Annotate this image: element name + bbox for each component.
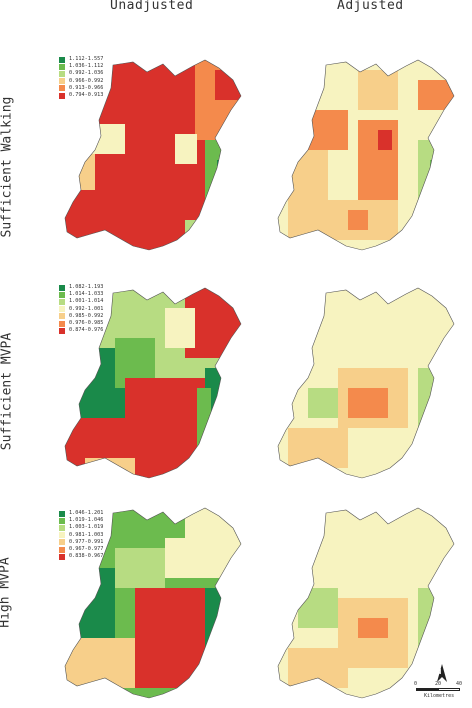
- legend-label: 0.992-1.001: [69, 305, 104, 312]
- legend-label: 0.838-0.967: [69, 553, 104, 560]
- legend-label: 0.976-0.985: [69, 319, 104, 326]
- row-title-sufficient-mvpa: Sufficient MVPA: [0, 332, 15, 451]
- scale-bar-segment: [416, 688, 438, 691]
- map-walking-unadjusted: [64, 59, 242, 251]
- scale-tick-label: 0: [414, 681, 418, 687]
- column-title-unadjusted: Unadjusted: [110, 0, 194, 13]
- map-mvpa-unadjusted: [64, 287, 242, 479]
- map-high-mvpa-unadjusted: [64, 507, 242, 699]
- legend-swatch: [59, 92, 65, 99]
- north-arrow-glyph: [437, 664, 447, 682]
- row-title-high-mvpa: High MVPA: [0, 557, 13, 628]
- legend-walking: 1.112-1.557 1.036-1.112 0.992-1.036 0.96…: [59, 56, 103, 99]
- map-high-mvpa-adjusted: [277, 507, 455, 699]
- legend-label: 1.019-1.046: [69, 517, 104, 524]
- north-label: N: [437, 668, 442, 676]
- legend-swatch: [59, 524, 65, 531]
- legend-label: 0.977-0.991: [69, 538, 104, 545]
- legend-label: 1.082-1.193: [69, 284, 104, 290]
- legend-label: 1.001-1.014: [69, 298, 104, 305]
- legend-label: 0.913-0.966: [69, 84, 104, 91]
- legend-label: 0.967-0.977: [69, 545, 104, 552]
- legend-swatch: [59, 510, 65, 517]
- legend-swatch: [59, 539, 65, 546]
- north-arrow-icon: [436, 664, 448, 685]
- legend-swatch: [59, 85, 65, 92]
- legend-label: 0.981-1.003: [69, 531, 104, 538]
- legend-swatch: [59, 546, 65, 553]
- legend-label: 1.003-1.019: [69, 524, 104, 531]
- legend-swatch: [59, 298, 65, 305]
- legend-label: 0.966-0.992: [69, 77, 104, 84]
- legend-label: 1.046-1.201: [69, 510, 104, 516]
- map-walking-adjusted: [277, 59, 455, 251]
- legend-label: 0.794-0.913: [69, 91, 104, 98]
- scale-bar: 0 20 40 Kilometres: [414, 681, 463, 702]
- legend-high-mvpa: 1.046-1.201 1.019-1.046 1.003-1.019 0.98…: [59, 510, 103, 560]
- legend-swatch: [59, 327, 65, 334]
- map-mvpa-adjusted: [277, 287, 455, 479]
- legend-swatch: [59, 70, 65, 77]
- legend-swatch: [59, 63, 65, 70]
- legend-swatch: [59, 291, 65, 298]
- scale-bar-segment: [438, 688, 460, 691]
- legend-swatch: [59, 306, 65, 313]
- row-title-sufficient-walking: Sufficient Walking: [0, 96, 15, 238]
- legend-label: 0.985-0.992: [69, 312, 104, 319]
- legend-swatch: [59, 517, 65, 524]
- scale-tick-label: 40: [456, 681, 463, 687]
- legend-swatch: [59, 313, 65, 320]
- legend-swatch: [59, 320, 65, 327]
- legend-swatch: [59, 56, 65, 63]
- legend-label: 1.036-1.112: [69, 63, 104, 70]
- legend-swatch: [59, 78, 65, 85]
- column-title-adjusted: Adjusted: [337, 0, 404, 13]
- scale-tick-label: 20: [435, 681, 442, 687]
- legend-label: 0.874-0.976: [69, 327, 104, 334]
- legend-label: 0.992-1.036: [69, 70, 104, 77]
- legend-mvpa: 1.082-1.193 1.014-1.033 1.001-1.014 0.99…: [59, 284, 103, 334]
- legend-swatch: [59, 284, 65, 291]
- legend-swatch: [59, 553, 65, 560]
- legend-label: 1.112-1.557: [69, 56, 104, 62]
- legend-label: 1.014-1.033: [69, 291, 104, 298]
- legend-swatch: [59, 532, 65, 539]
- scale-unit-label: Kilometres: [424, 693, 455, 699]
